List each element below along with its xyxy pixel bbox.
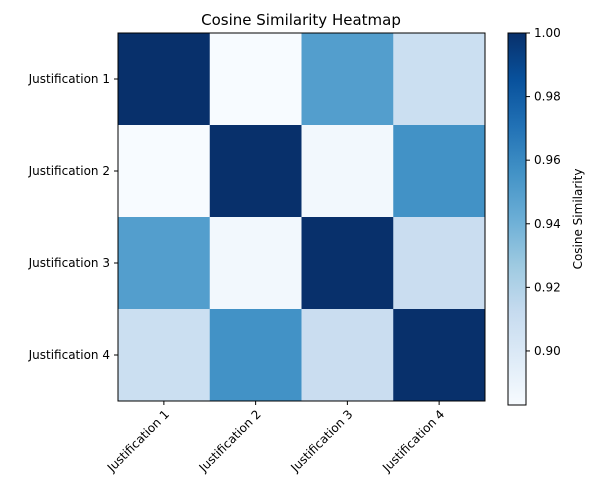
heatmap-cell	[118, 217, 211, 310]
colorbar: 0.90 0.92 0.94 0.96 0.98 1.00 Cosine Similari…	[507, 26, 585, 406]
plot-frame	[117, 32, 486, 402]
heatmap-cell	[393, 309, 486, 402]
heatmap-cell	[118, 125, 211, 218]
colorbar-tick-label: 0.94	[534, 217, 561, 231]
colorbar-gradient	[507, 32, 527, 406]
heatmap-cell	[301, 217, 394, 310]
heatmap-cell	[301, 33, 394, 126]
heatmap-cell	[209, 309, 302, 402]
heatmap-cell	[393, 217, 486, 310]
chart-title: Cosine Similarity Heatmap	[201, 11, 401, 29]
colorbar-label: Cosine Similarity	[571, 169, 585, 270]
y-axis-ticks: Justification 1 Justification 2 Justificat…	[28, 72, 118, 362]
heatmap-cell	[393, 125, 486, 218]
x-tick-label: Justification 4	[379, 407, 447, 475]
heatmap-cells	[118, 33, 486, 402]
colorbar-tick-label: 0.96	[534, 153, 561, 167]
colorbar-ticks: 0.90 0.92 0.94 0.96 0.98 1.00	[526, 26, 561, 358]
heatmap-cell	[301, 309, 394, 402]
x-tick-label: Justification 1	[104, 407, 172, 475]
x-tick-label: Justification 3	[287, 407, 355, 475]
y-tick-label: Justification 1	[28, 72, 110, 86]
heatmap-cell	[209, 217, 302, 310]
colorbar-tick-label: 0.90	[534, 344, 561, 358]
y-tick-label: Justification 2	[28, 164, 110, 178]
colorbar-tick-label: 1.00	[534, 26, 561, 40]
y-tick-label: Justification 3	[28, 256, 110, 270]
heatmap-cell	[209, 33, 302, 126]
colorbar-tick-label: 0.92	[534, 280, 561, 294]
colorbar-tick-label: 0.98	[534, 90, 561, 104]
heatmap-cell	[209, 125, 302, 218]
x-axis-ticks: Justification 1 Justification 2 Justificat…	[104, 401, 447, 475]
heatmap-cell	[301, 125, 394, 218]
y-tick-label: Justification 4	[28, 348, 110, 362]
heatmap-cell	[393, 33, 486, 126]
x-tick-label: Justification 2	[196, 407, 264, 475]
heatmap-cell	[118, 309, 211, 402]
heatmap-cell	[118, 33, 211, 126]
